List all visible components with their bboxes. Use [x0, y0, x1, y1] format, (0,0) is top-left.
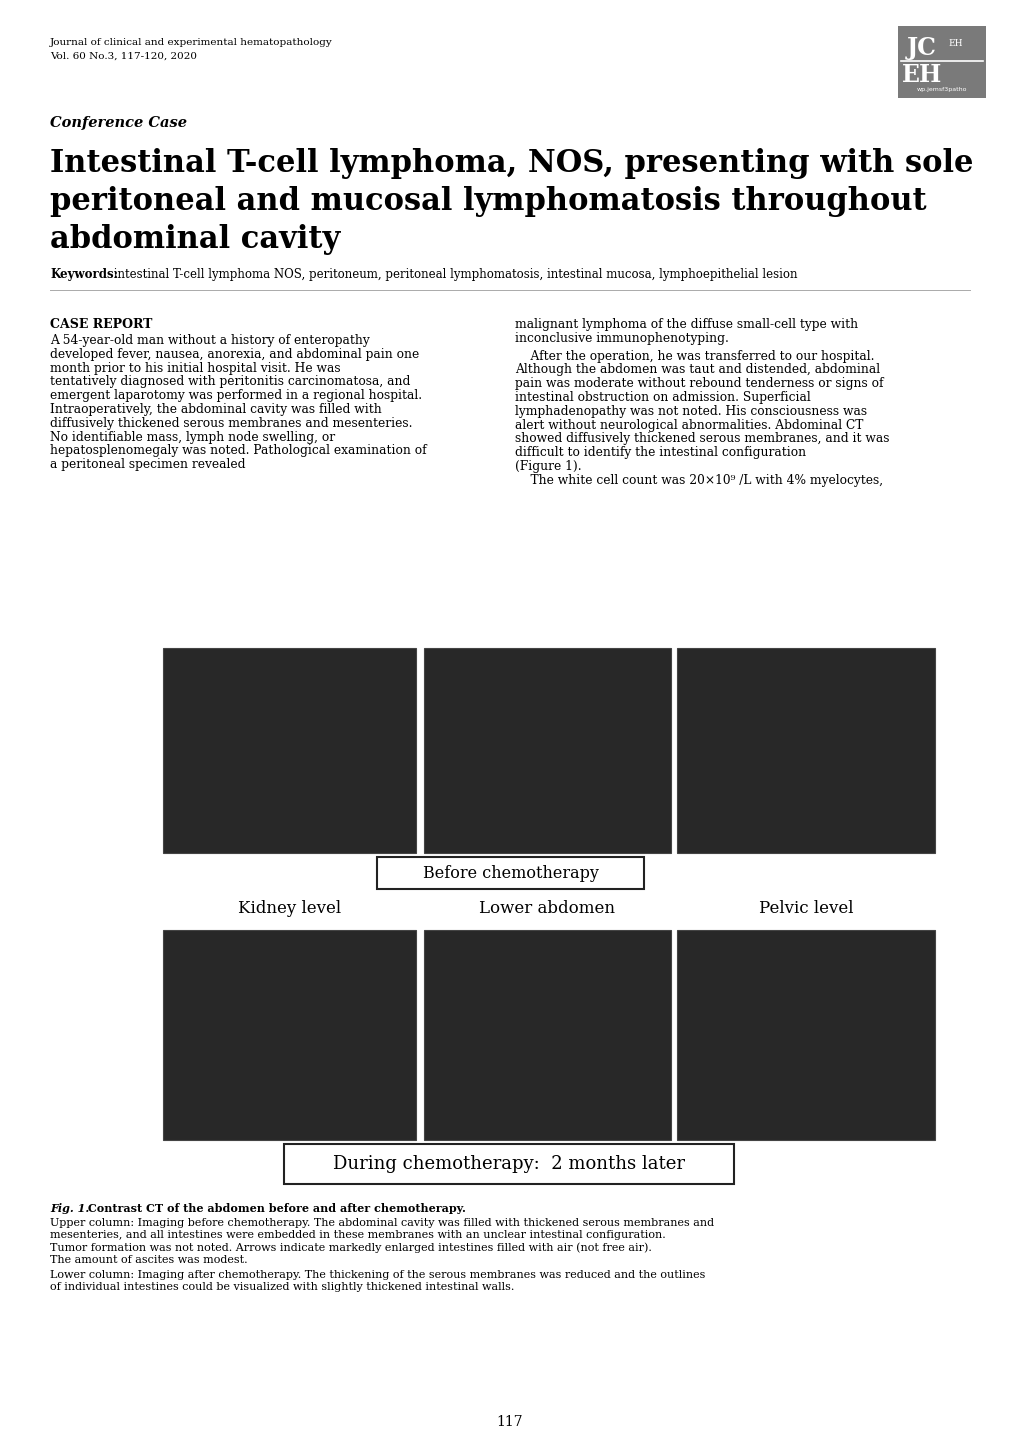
Text: emergent laparotomy was performed in a regional hospital.: emergent laparotomy was performed in a r…	[50, 389, 422, 402]
Text: Intestinal T-cell lymphoma, NOS, presenting with sole: Intestinal T-cell lymphoma, NOS, present…	[50, 149, 972, 179]
Text: Tumor formation was not noted. Arrows indicate markedly enlarged intestines fill: Tumor formation was not noted. Arrows in…	[50, 1243, 651, 1253]
Text: EH: EH	[947, 39, 962, 48]
Text: During chemotherapy:  2 months later: During chemotherapy: 2 months later	[332, 1155, 685, 1172]
Text: After the operation, he was transferred to our hospital.: After the operation, he was transferred …	[515, 349, 873, 362]
Text: of individual intestines could be visualized with slightly thickened intestinal : of individual intestines could be visual…	[50, 1282, 514, 1292]
Text: wp.jemsf3patho: wp.jemsf3patho	[916, 87, 966, 91]
Text: A 54-year-old man without a history of enteropathy: A 54-year-old man without a history of e…	[50, 335, 370, 348]
Text: Lower abdomen: Lower abdomen	[479, 900, 614, 917]
Text: Journal of clinical and experimental hematopathology: Journal of clinical and experimental hem…	[50, 37, 332, 48]
Text: The white cell count was 20×10⁹ /L with 4% myelocytes,: The white cell count was 20×10⁹ /L with …	[515, 474, 882, 487]
Text: showed diffusively thickened serous membranes, and it was: showed diffusively thickened serous memb…	[515, 433, 889, 446]
Text: hepatosplenomegaly was noted. Pathological examination of: hepatosplenomegaly was noted. Pathologic…	[50, 444, 426, 457]
Text: Before chemotherapy: Before chemotherapy	[422, 865, 598, 881]
Text: a peritoneal specimen revealed: a peritoneal specimen revealed	[50, 459, 246, 472]
Text: intestinal T-cell lymphoma NOS, peritoneum, peritoneal lymphomatosis, intestinal: intestinal T-cell lymphoma NOS, peritone…	[110, 268, 797, 281]
Text: intestinal obstruction on admission. Superficial: intestinal obstruction on admission. Sup…	[515, 391, 810, 404]
Text: mesenteries, and all intestines were embedded in these membranes with an unclear: mesenteries, and all intestines were emb…	[50, 1230, 665, 1240]
Text: difficult to identify the intestinal configuration: difficult to identify the intestinal con…	[515, 446, 805, 459]
FancyBboxPatch shape	[377, 857, 643, 890]
Text: alert without neurological abnormalities. Abdominal CT: alert without neurological abnormalities…	[515, 418, 862, 431]
FancyBboxPatch shape	[283, 1144, 734, 1184]
Text: abdominal cavity: abdominal cavity	[50, 224, 340, 255]
Bar	[163, 647, 416, 854]
Text: JC: JC	[906, 36, 936, 61]
Text: Conference Case: Conference Case	[50, 115, 186, 130]
Text: Contrast CT of the abdomen before and after chemotherapy.: Contrast CT of the abdomen before and af…	[84, 1203, 466, 1214]
Text: 117: 117	[496, 1415, 523, 1429]
Text: Pelvic level: Pelvic level	[758, 900, 853, 917]
Text: peritoneal and mucosal lymphomatosis throughout: peritoneal and mucosal lymphomatosis thr…	[50, 186, 925, 216]
Bar	[677, 930, 934, 1141]
Text: diffusively thickened serous membranes and mesenteries.: diffusively thickened serous membranes a…	[50, 417, 412, 430]
Bar	[424, 930, 671, 1141]
Text: Although the abdomen was taut and distended, abdominal: Although the abdomen was taut and disten…	[515, 363, 879, 376]
Bar	[163, 930, 416, 1141]
Text: inconclusive immunophenotyping.: inconclusive immunophenotyping.	[515, 332, 729, 345]
Text: Vol. 60 No.3, 117-120, 2020: Vol. 60 No.3, 117-120, 2020	[50, 52, 197, 61]
Text: EH: EH	[901, 63, 942, 87]
Text: Keywords:: Keywords:	[50, 268, 118, 281]
Bar	[897, 26, 985, 98]
Text: Upper column: Imaging before chemotherapy. The abdominal cavity was filled with : Upper column: Imaging before chemotherap…	[50, 1217, 713, 1227]
Text: developed fever, nausea, anorexia, and abdominal pain one: developed fever, nausea, anorexia, and a…	[50, 348, 419, 360]
Bar	[677, 647, 934, 854]
Text: (Figure 1).: (Figure 1).	[515, 460, 581, 473]
Text: Kidney level: Kidney level	[237, 900, 340, 917]
Text: No identifiable mass, lymph node swelling, or: No identifiable mass, lymph node swellin…	[50, 431, 335, 444]
Text: Fig. 1.: Fig. 1.	[50, 1203, 90, 1214]
Text: tentatively diagnosed with peritonitis carcinomatosa, and: tentatively diagnosed with peritonitis c…	[50, 375, 410, 388]
Text: Lower column: Imaging after chemotherapy. The thickening of the serous membranes: Lower column: Imaging after chemotherapy…	[50, 1269, 705, 1279]
Text: lymphadenopathy was not noted. His consciousness was: lymphadenopathy was not noted. His consc…	[515, 405, 866, 418]
Text: The amount of ascites was modest.: The amount of ascites was modest.	[50, 1255, 248, 1265]
Text: Intraoperatively, the abdominal cavity was filled with: Intraoperatively, the abdominal cavity w…	[50, 402, 381, 415]
Text: malignant lymphoma of the diffuse small-cell type with: malignant lymphoma of the diffuse small-…	[515, 319, 857, 332]
Text: pain was moderate without rebound tenderness or signs of: pain was moderate without rebound tender…	[515, 378, 882, 391]
Text: CASE REPORT: CASE REPORT	[50, 319, 152, 332]
Text: month prior to his initial hospital visit. He was: month prior to his initial hospital visi…	[50, 362, 340, 375]
Bar	[424, 647, 671, 854]
